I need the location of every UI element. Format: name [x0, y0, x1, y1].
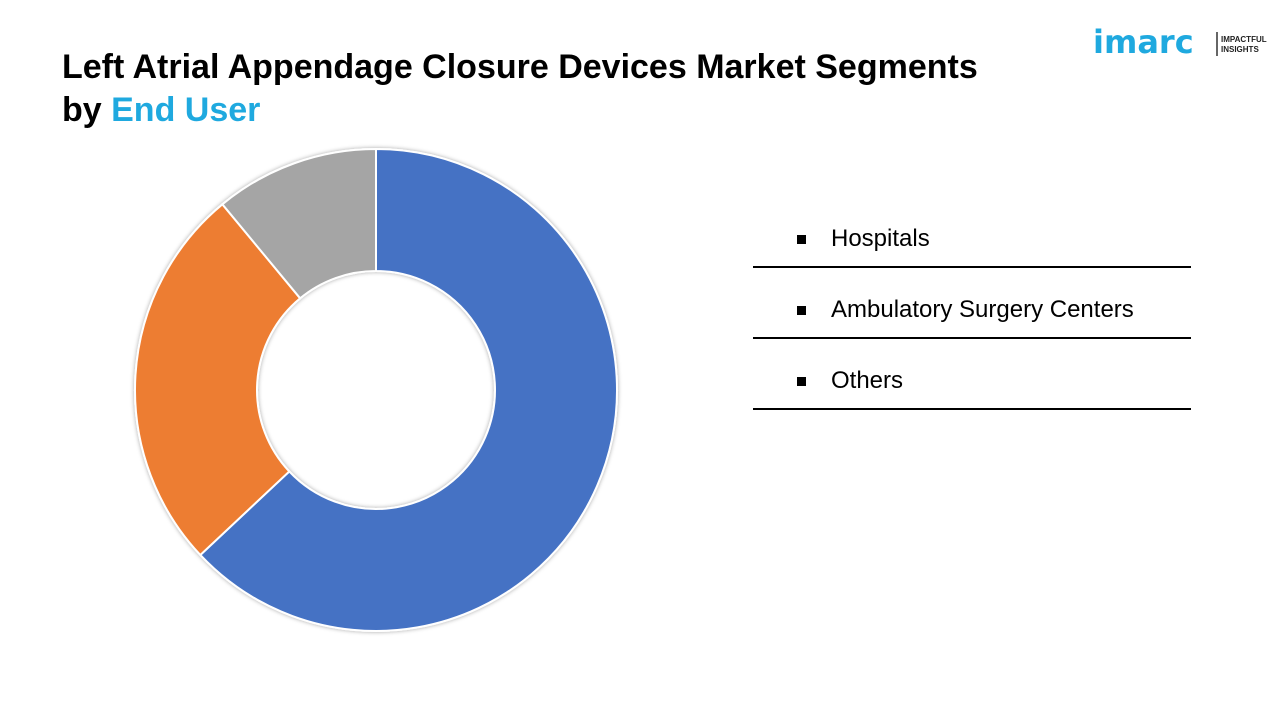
legend-label: Hospitals [831, 225, 930, 252]
legend-bullet-icon [797, 235, 806, 244]
legend-item-ambulatory-surgery-centers: Ambulatory Surgery Centers [753, 293, 1191, 339]
chart-title-prefix: by [62, 91, 112, 129]
donut-slice-hospitals [198, 147, 618, 632]
legend-label: Others [831, 367, 904, 394]
chart-title: Left Atrial Appendage Closure Devices Ma… [62, 46, 978, 132]
legend-bullet-icon [797, 377, 806, 386]
legend-bullet-icon [797, 306, 806, 315]
legend-item-others: Others [753, 364, 1191, 410]
legend-label: Ambulatory Surgery Centers [831, 296, 1134, 323]
chart-title-highlight: End User [111, 91, 261, 129]
imarc-logo: imarc IMPACTFUL INSIGHTS [1093, 23, 1267, 61]
donut-slices [134, 147, 618, 632]
donut-slice-others [220, 147, 377, 300]
donut-slice-ambulatory-surgery-centers [134, 202, 302, 557]
chart-title-line1: Left Atrial Appendage Closure Devices Ma… [62, 48, 978, 86]
legend-item-hospitals: Hospitals [753, 222, 1191, 268]
logo-tagline-1: IMPACTFUL [1221, 35, 1267, 44]
logo-brand: imarc [1093, 23, 1194, 61]
donut-chart [134, 147, 618, 632]
logo-tagline-2: INSIGHTS [1221, 45, 1259, 54]
legend: Hospitals Ambulatory Surgery Centers Oth… [753, 222, 1191, 435]
